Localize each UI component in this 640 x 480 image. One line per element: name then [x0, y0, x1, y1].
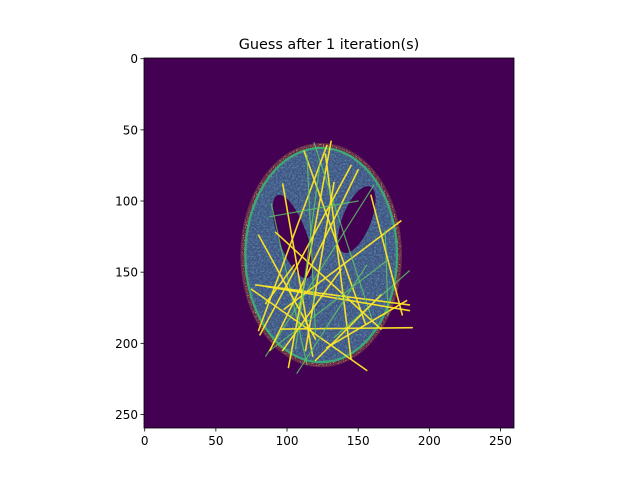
streak-5 [287, 140, 332, 369]
object-hole-2 [337, 186, 376, 253]
streak-25 [314, 294, 382, 362]
streak-22 [269, 168, 359, 352]
y-tick-label: 250 [115, 408, 138, 422]
y-tick-label: 100 [115, 195, 138, 209]
y-tick-label: 200 [115, 337, 138, 351]
x-tick-label: 250 [489, 434, 512, 448]
streak-1 [324, 153, 352, 360]
x-tick-label: 100 [276, 434, 299, 448]
streak-13 [304, 181, 335, 352]
y-tick-label: 150 [115, 266, 138, 280]
streak-23 [257, 234, 317, 340]
x-tick-label: 50 [208, 434, 223, 448]
streak-20 [259, 164, 352, 336]
x-tick-label: 150 [347, 434, 370, 448]
object-rim [244, 146, 399, 364]
streak-21 [269, 260, 388, 352]
streak-9 [313, 142, 374, 322]
projection-streaks [250, 140, 414, 374]
plot-frame [143, 57, 515, 429]
y-tick-label: 0 [130, 52, 138, 66]
streak-24 [296, 264, 368, 374]
y-tick-label: 50 [123, 123, 138, 137]
streak-28 [281, 268, 342, 352]
streak-12 [384, 230, 389, 316]
x-tick-label: 0 [141, 434, 149, 448]
streak-27 [294, 164, 321, 350]
streak-18 [306, 153, 317, 334]
streak-14 [281, 183, 314, 357]
x-tick-label: 200 [418, 434, 441, 448]
streak-30 [269, 200, 359, 218]
streak-29 [370, 194, 404, 316]
chart-title: Guess after 1 iteration(s) [239, 37, 420, 53]
streak-26 [264, 264, 295, 305]
y-axis: 0 50 100 150 200 250 [115, 52, 144, 422]
streak-3 [270, 203, 308, 366]
x-axis: 0 50 100 150 200 250 [141, 428, 512, 448]
